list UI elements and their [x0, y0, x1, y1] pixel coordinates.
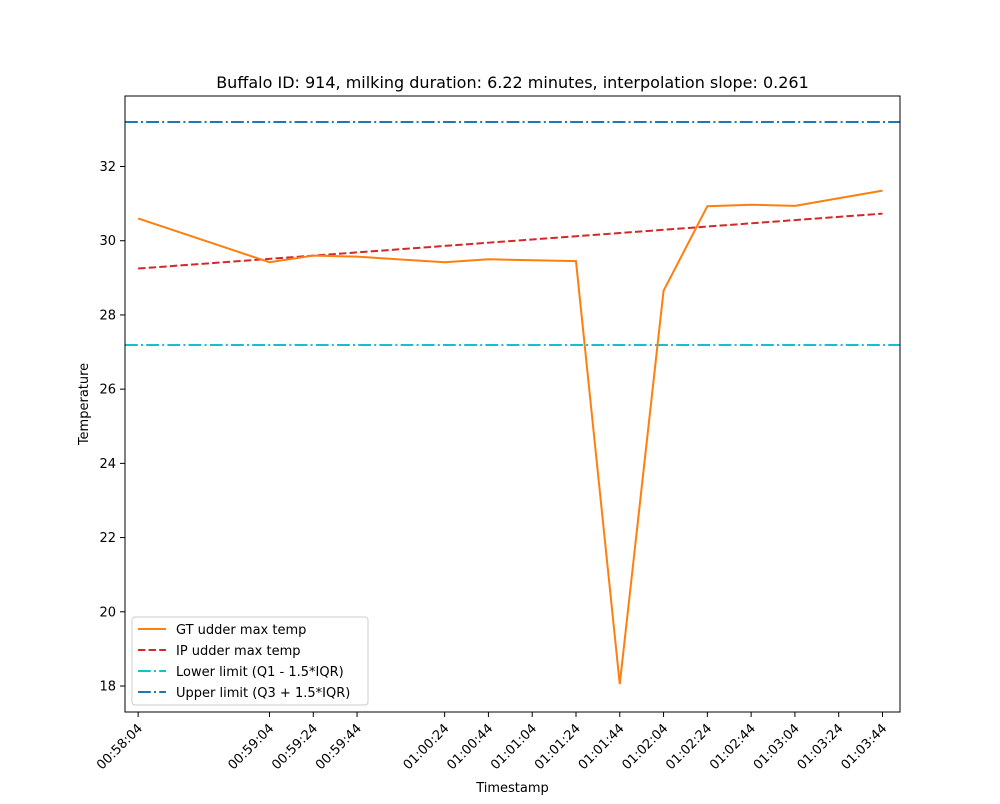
y-axis: 18 20 22 24 26 28 30 32 [99, 160, 125, 695]
y-tick-label: 26 [99, 383, 116, 398]
x-axis-label: Timestamp [475, 781, 549, 796]
plot-frame [124, 95, 901, 713]
series-layer [125, 120, 900, 685]
y-tick-label: 28 [99, 308, 116, 323]
legend-label-upper-limit-q3-1-5-iqr: Upper limit (Q3 + 1.5*IQR) [176, 686, 350, 701]
y-tick-label: 30 [99, 234, 116, 249]
y-tick-label: 22 [99, 531, 116, 546]
series-line-gt-udder-max-temp [137, 189, 883, 685]
series-line-ip-udder-max-temp [138, 212, 883, 270]
y-tick-label: 32 [99, 160, 116, 175]
legend-label-lower-limit-q1-1-5-iqr: Lower limit (Q1 - 1.5*IQR) [176, 665, 344, 680]
chart-title: Buffalo ID: 914, milking duration: 6.22 … [216, 73, 809, 92]
y-tick-label: 20 [99, 605, 116, 620]
legend: GT udder max temp IP udder max temp Lower … [131, 616, 369, 706]
y-tick-label: 18 [99, 680, 116, 695]
y-tick-label: 24 [99, 457, 116, 472]
legend-label-gt-udder-max-temp: GT udder max temp [176, 623, 306, 638]
legend-box [131, 616, 369, 706]
y-axis-label: Temperature [77, 363, 92, 446]
legend-label-ip-udder-max-temp: IP udder max temp [176, 644, 301, 659]
